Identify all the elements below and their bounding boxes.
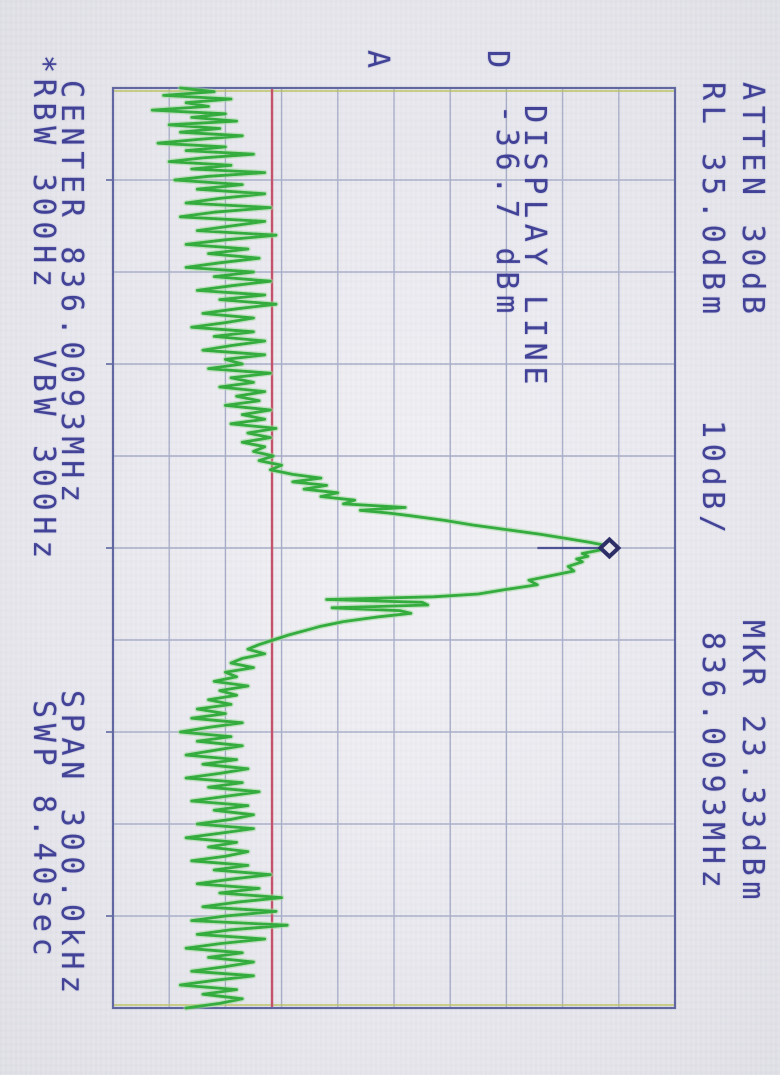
display-line-value: -36.7 dBm	[489, 105, 524, 319]
marker-diamond	[597, 536, 622, 560]
rbw-readout: *RBW 300Hz	[26, 55, 61, 293]
scale-per-div-readout: 10dB/	[695, 420, 730, 539]
edge-letter-d: D	[480, 50, 515, 74]
ref-level-readout: RL 35.0dBm	[695, 82, 730, 320]
marker-frequency-readout: 836.0093MHz	[695, 632, 730, 894]
trace-a	[150, 86, 611, 1010]
atten-readout: ATTEN 30dB	[735, 82, 770, 320]
sweep-time-readout: SWP 8.40sec	[26, 700, 61, 962]
edge-letter-a: A	[360, 50, 395, 74]
marker-amplitude-readout: MKR 23.33dBm	[735, 620, 770, 906]
vbw-readout: VBW 300Hz	[26, 350, 61, 564]
